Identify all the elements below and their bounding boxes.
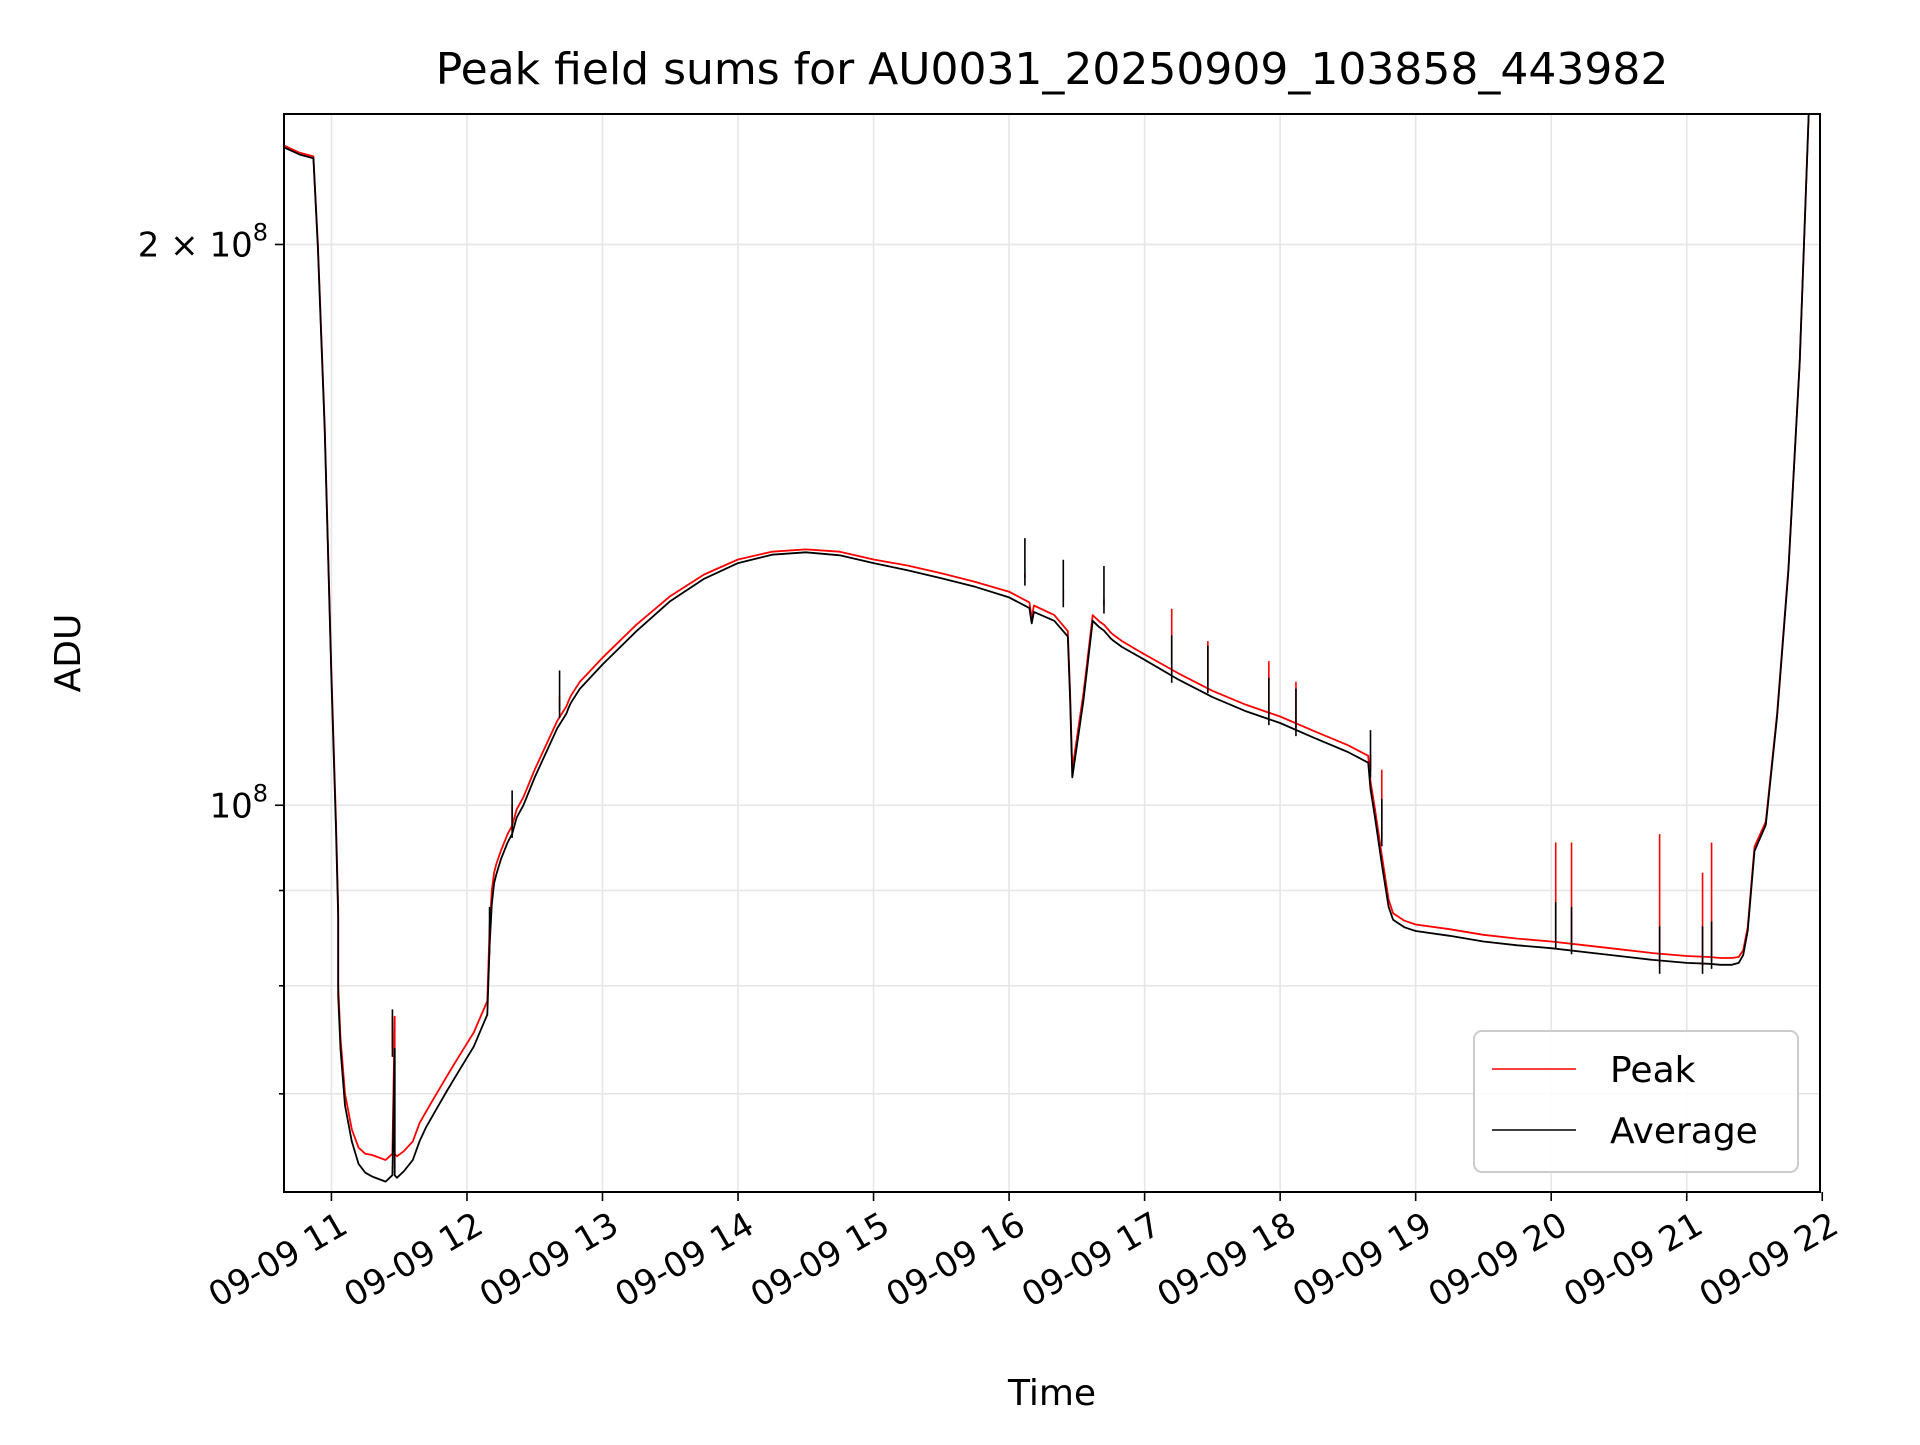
x-axis-label: Time bbox=[1007, 1373, 1096, 1414]
legend-label-average: Average bbox=[1610, 1111, 1758, 1152]
legend-label-peak: Peak bbox=[1610, 1050, 1696, 1091]
grid-lines bbox=[284, 114, 1820, 1192]
plot-area bbox=[283, 113, 1821, 1193]
y-tick-label: 2 × 108 bbox=[138, 218, 268, 265]
legend: Peak Average bbox=[1473, 1030, 1799, 1173]
y-tick-label: 108 bbox=[209, 779, 268, 826]
y-axis-label: ADU bbox=[48, 614, 89, 693]
plot-background bbox=[284, 114, 1820, 1192]
series-lines bbox=[284, 114, 1810, 1183]
chart-title: Peak field sums for AU0031_20250909_1038… bbox=[436, 44, 1669, 95]
series-line-average bbox=[284, 114, 1810, 1183]
legend-frame bbox=[1473, 1030, 1799, 1173]
axes-frame bbox=[283, 113, 1821, 1193]
y-axis: 108 2 × 108 bbox=[138, 218, 284, 1095]
